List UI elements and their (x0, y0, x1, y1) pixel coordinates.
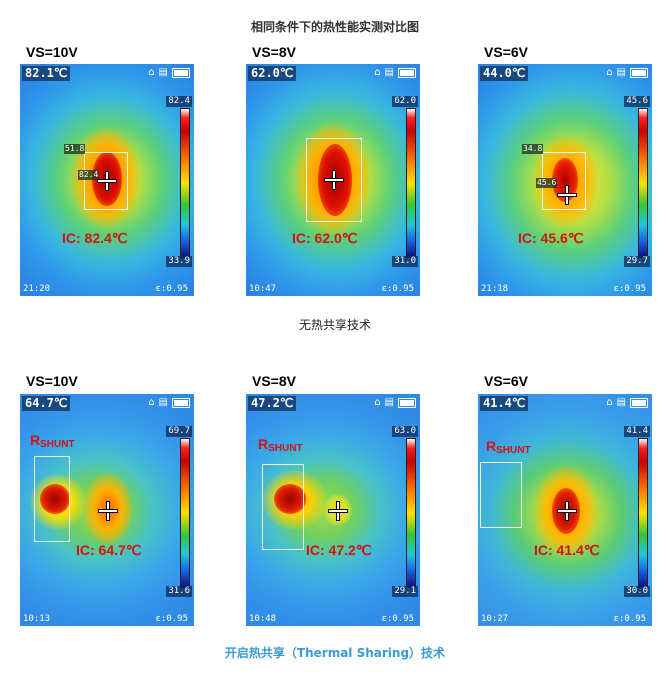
max-temp-readout: 82.1℃ (22, 66, 71, 81)
scale-min: 31.0 (392, 256, 418, 267)
spot-temp-2: 45.6 (536, 178, 558, 188)
emissivity: ε:0.95 (381, 284, 414, 294)
emissivity: ε:0.95 (381, 614, 414, 624)
shunt-box (262, 464, 304, 550)
scale-min: 29.1 (392, 586, 418, 597)
vs-label-5: VS=8V (252, 373, 296, 389)
emissivity: ε:0.95 (155, 284, 188, 294)
status-icons: ⌂ ▤ (374, 67, 416, 78)
ic-temp-label: IC: 45.6℃ (518, 230, 584, 246)
timestamp: 10:48 (249, 614, 277, 624)
vs-label-6: VS=6V (484, 373, 528, 389)
caption-thermal-sharing: 开启热共享（Thermal Sharing）技术 (224, 646, 446, 660)
color-scale-bar (180, 108, 190, 258)
max-temp-readout: 47.2℃ (248, 396, 297, 411)
thermal-image-1: 82.1℃ ⌂ ▤ 82.4 33.9 51.8 82.4 IC: 82.4℃ 2… (20, 64, 194, 296)
shunt-box (34, 456, 70, 542)
scale-max: 41.4 (624, 426, 650, 437)
caption-no-sharing: 无热共享技术 (298, 318, 371, 332)
spot-temp-1: 51.8 (64, 144, 86, 154)
scale-min: 29.7 (624, 256, 650, 267)
crosshair-icon (99, 502, 117, 520)
status-icons: ⌂ ▤ (148, 67, 190, 78)
ic-temp-label: IC: 82.4℃ (62, 230, 128, 246)
crosshair-icon (98, 172, 116, 190)
rshunt-label: RSHUNT (486, 438, 531, 456)
scale-min: 31.6 (166, 586, 192, 597)
status-icons: ⌂ ▤ (606, 397, 648, 408)
color-scale-bar (406, 108, 416, 258)
spot-temp-2: 82.4 (78, 170, 100, 180)
ic-temp-label: IC: 41.4℃ (534, 542, 600, 558)
scale-max: 45.6 (624, 96, 650, 107)
scale-min: 33.9 (166, 256, 192, 267)
crosshair-icon (558, 502, 576, 520)
timestamp: 21:20 (23, 284, 51, 294)
region-box (84, 152, 128, 210)
figure-title: 相同条件下的热性能实测对比图 (250, 20, 419, 34)
vs-label-2: VS=8V (252, 44, 296, 60)
thermal-image-2: 62.0℃ ⌂ ▤ 62.0 31.0 IC: 62.0℃ 10:47 ε:0.9… (246, 64, 420, 296)
max-temp-readout: 62.0℃ (248, 66, 297, 81)
thermal-image-4: RSHUNT 64.7℃ ⌂ ▤ 69.7 31.6 IC: 64.7℃ 10:1… (20, 394, 194, 626)
color-scale-bar (638, 108, 648, 258)
ic-temp-label: IC: 62.0℃ (292, 230, 358, 246)
scale-min: 30.0 (624, 586, 650, 597)
timestamp: 10:27 (481, 614, 509, 624)
crosshair-icon (325, 171, 343, 189)
status-icons: ⌂ ▤ (148, 397, 190, 408)
scale-max: 69.7 (166, 426, 192, 437)
status-icons: ⌂ ▤ (374, 397, 416, 408)
scale-max: 82.4 (166, 96, 192, 107)
color-scale-bar (638, 438, 648, 588)
crosshair-icon (329, 502, 347, 520)
crosshair-icon (558, 186, 576, 204)
emissivity: ε:0.95 (613, 614, 646, 624)
vs-label-3: VS=6V (484, 44, 528, 60)
scale-max: 63.0 (392, 426, 418, 437)
max-temp-readout: 44.0℃ (480, 66, 529, 81)
timestamp: 10:13 (23, 614, 51, 624)
timestamp: 10:47 (249, 284, 277, 294)
thermal-image-6: RSHUNT 41.4℃ ⌂ ▤ 41.4 30.0 IC: 41.4℃ 10:2… (478, 394, 652, 626)
thermal-image-3: 44.0℃ ⌂ ▤ 45.6 29.7 34.8 45.6 IC: 45.6℃ 2… (478, 64, 652, 296)
max-temp-readout: 41.4℃ (480, 396, 529, 411)
emissivity: ε:0.95 (613, 284, 646, 294)
status-icons: ⌂ ▤ (606, 67, 648, 78)
region-box (306, 138, 362, 222)
vs-label-1: VS=10V (26, 44, 78, 60)
rshunt-label: RSHUNT (258, 436, 303, 454)
scale-max: 62.0 (392, 96, 418, 107)
color-scale-bar (406, 438, 416, 588)
emissivity: ε:0.95 (155, 614, 188, 624)
rshunt-label: RSHUNT (30, 432, 75, 450)
shunt-box (480, 462, 522, 528)
color-scale-bar (180, 438, 190, 588)
ic-temp-label: IC: 47.2℃ (306, 542, 372, 558)
ic-temp-label: IC: 64.7℃ (76, 542, 142, 558)
vs-label-4: VS=10V (26, 373, 78, 389)
spot-temp-1: 34.8 (522, 144, 544, 154)
timestamp: 21:18 (481, 284, 509, 294)
thermal-image-5: RSHUNT 47.2℃ ⌂ ▤ 63.0 29.1 IC: 47.2℃ 10:4… (246, 394, 420, 626)
max-temp-readout: 64.7℃ (22, 396, 71, 411)
